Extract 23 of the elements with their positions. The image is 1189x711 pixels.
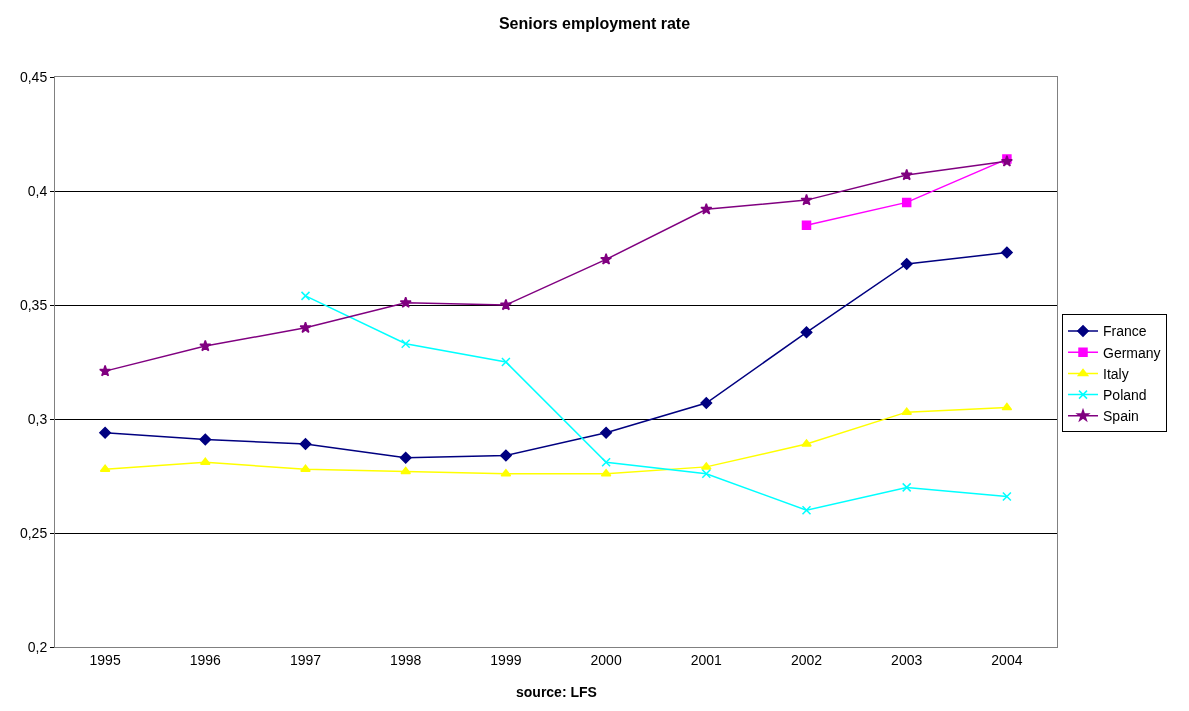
x-tick-label: 1999 xyxy=(490,651,522,668)
y-tick-label: 0,2 xyxy=(27,638,48,655)
y-tick-label: 0,35 xyxy=(19,296,48,313)
legend-label: Spain xyxy=(1103,408,1139,425)
x-tick-label: 1996 xyxy=(189,651,222,668)
legend-label: Italy xyxy=(1103,365,1129,382)
x-tick-label: 1997 xyxy=(289,651,322,668)
legend-label: Poland xyxy=(1103,387,1147,404)
legend-label: Germany xyxy=(1103,344,1161,361)
x-tick-label: 2004 xyxy=(991,651,1023,668)
x-tick-label: 2001 xyxy=(690,651,723,668)
y-tick-label: 0,3 xyxy=(27,410,48,427)
source-note: source: LFS xyxy=(516,684,597,700)
y-tick-label: 0,25 xyxy=(19,524,48,541)
x-tick-label: 2002 xyxy=(790,651,823,668)
x-tick-label: 2003 xyxy=(891,651,923,668)
chart-title: Seniors employment rate xyxy=(498,14,691,32)
x-tick-label: 2000 xyxy=(590,651,622,668)
y-tick-label: 0,45 xyxy=(19,68,48,85)
x-tick-label: 1998 xyxy=(390,651,422,668)
x-tick-label: 1995 xyxy=(89,651,121,668)
y-tick-label: 0,4 xyxy=(27,182,48,199)
legend-label: France xyxy=(1103,323,1147,340)
